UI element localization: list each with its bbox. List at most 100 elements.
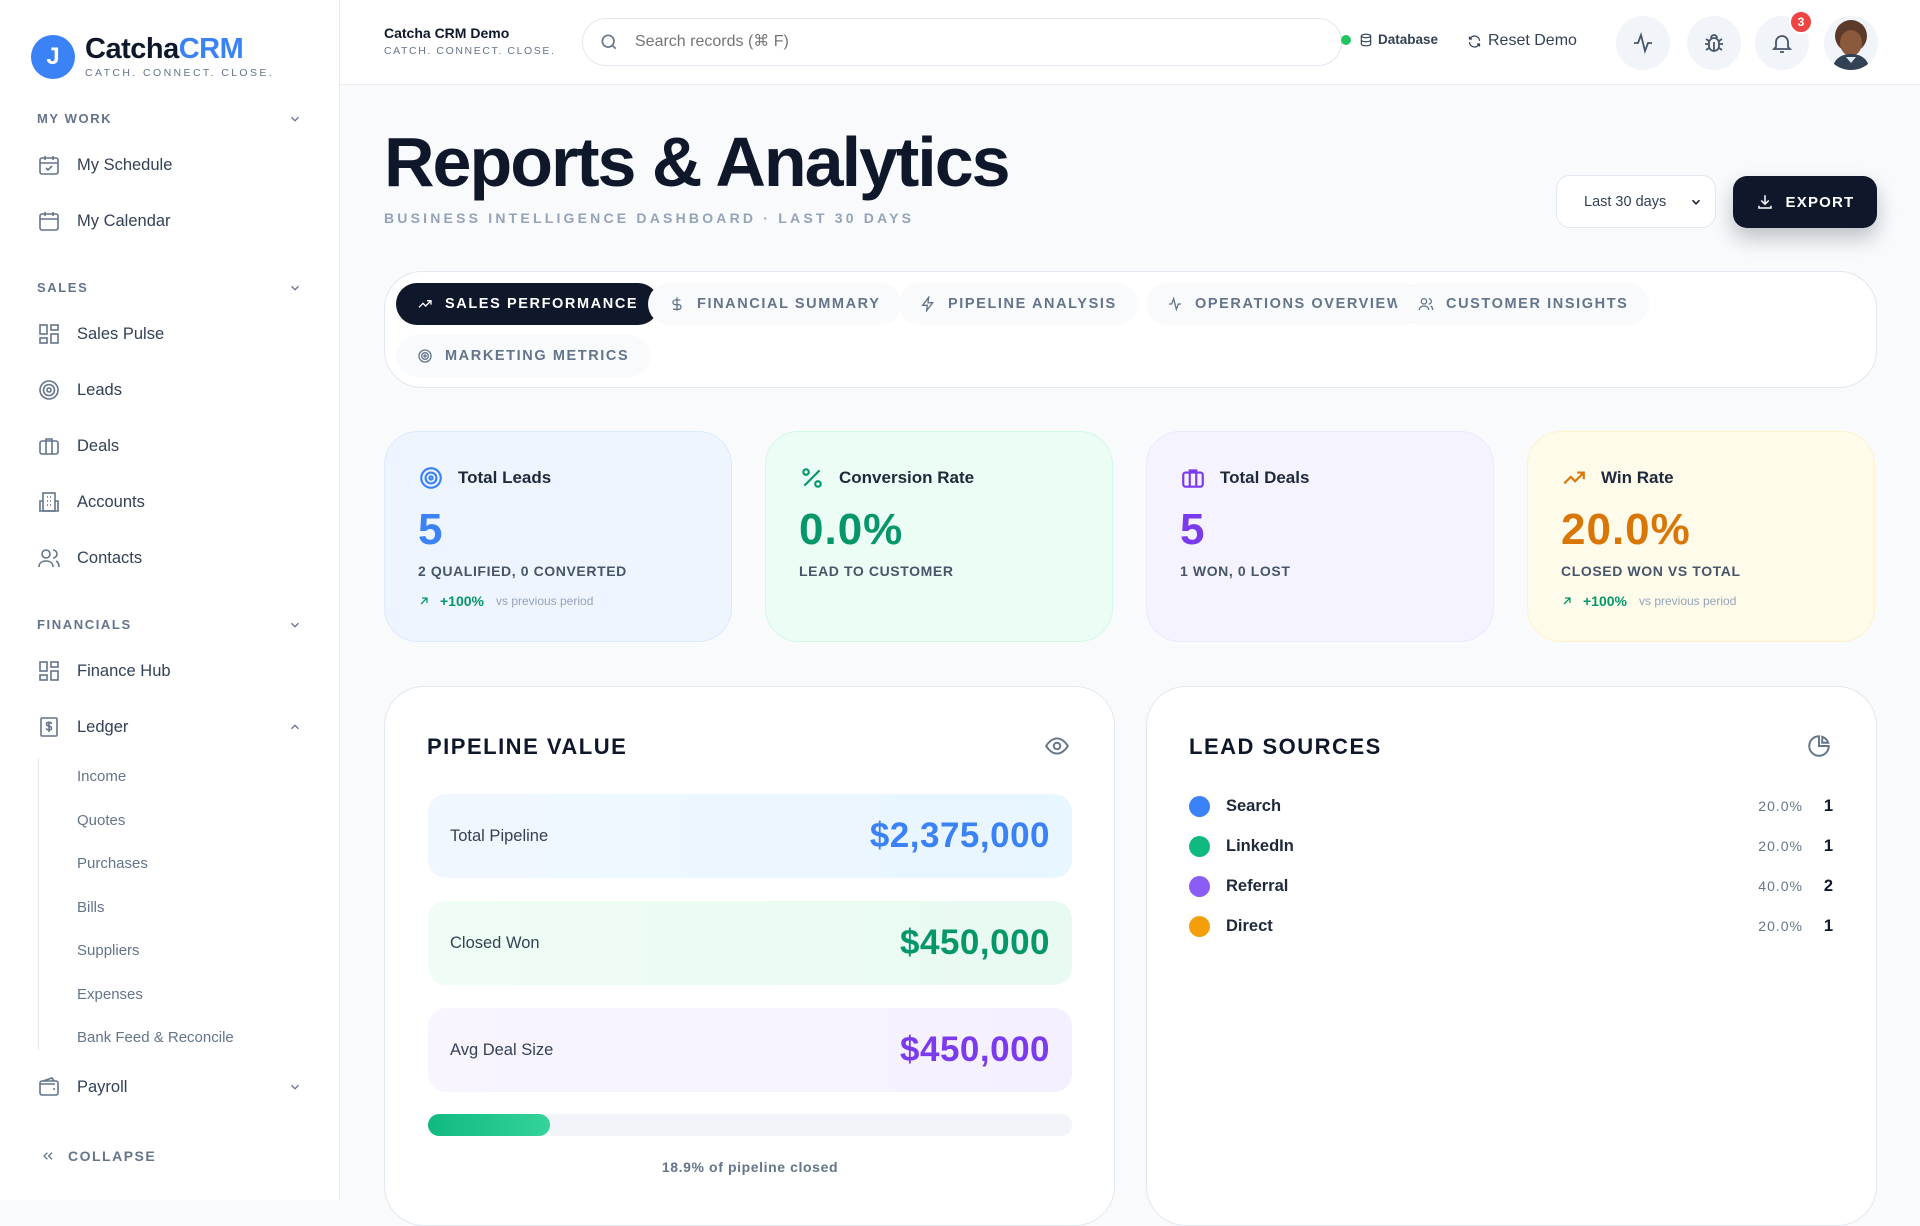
sidebar-subitem-expenses[interactable]: Expenses xyxy=(77,986,143,1003)
sidebar-item-label: Finance Hub xyxy=(77,661,171,680)
brand-tagline: CATCH. CONNECT. CLOSE. xyxy=(85,67,275,79)
lead-source-count: 1 xyxy=(1823,796,1833,815)
sidebar-subitem-bills[interactable]: Bills xyxy=(77,899,105,916)
tab-label: SALES PERFORMANCE xyxy=(445,296,639,312)
trending-up-icon xyxy=(1563,471,1585,485)
lead-source-count: 2 xyxy=(1823,876,1833,895)
kpi-card-win-rate[interactable]: Win Rate 20.0% CLOSED WON VS TOTAL +100%… xyxy=(1527,431,1875,642)
users-icon xyxy=(1418,298,1434,311)
sidebar-item-label: Leads xyxy=(77,380,122,399)
kpi-trend: +100% vs previous period xyxy=(418,593,698,609)
panel-title: LEAD SOURCES xyxy=(1189,734,1382,759)
kpi-card-conversion-rate[interactable]: Conversion Rate 0.0% LEAD TO CUSTOMER xyxy=(765,431,1113,642)
database-status[interactable]: Database xyxy=(1341,32,1438,47)
lead-source-percent: 40.0% xyxy=(1758,878,1803,894)
chevron-down-icon xyxy=(291,285,299,291)
sidebar-item-accounts[interactable]: Accounts xyxy=(37,482,302,522)
submenu-rail xyxy=(38,758,39,1050)
ledger-icon xyxy=(40,717,58,737)
sidebar-item-label: Deals xyxy=(77,436,120,455)
section-header-my-work[interactable]: MY WORK xyxy=(37,111,302,126)
tab-operations-overview[interactable]: OPERATIONS OVERVIEW xyxy=(1146,283,1424,325)
sidebar-item-sales-pulse[interactable]: Sales Pulse xyxy=(37,314,302,354)
legend-dot xyxy=(1189,835,1210,857)
sidebar-subitem-suppliers[interactable]: Suppliers xyxy=(77,942,140,959)
row-label: Avg Deal Size xyxy=(450,1040,554,1059)
lead-sources-panel: LEAD SOURCES Search 20.0% 1 LinkedIn 20.… xyxy=(1146,686,1877,1226)
search-input[interactable] xyxy=(635,33,1255,51)
debug-button[interactable] xyxy=(1687,16,1741,70)
logo-badge: J xyxy=(31,34,75,79)
kpi-card-total-deals[interactable]: Total Deals 5 1 WON, 0 LOST xyxy=(1146,431,1494,642)
reset-demo-button[interactable]: Reset Demo xyxy=(1467,32,1577,50)
sidebar-item-label: Payroll xyxy=(77,1077,128,1096)
legend-dot xyxy=(1189,915,1210,937)
bell-icon xyxy=(1771,35,1793,53)
eye-icon[interactable] xyxy=(1044,733,1070,759)
brand-name: CatchaCRM xyxy=(85,33,244,65)
status-dot xyxy=(1341,34,1351,45)
tab-financial-summary[interactable]: FINANCIAL SUMMARY xyxy=(648,283,902,325)
kpi-title: Conversion Rate xyxy=(839,468,975,487)
export-button[interactable]: EXPORT xyxy=(1733,176,1877,228)
sidebar-subitem-bank-feed[interactable]: Bank Feed & Reconcile xyxy=(77,1029,234,1046)
lead-source-percent: 20.0% xyxy=(1758,838,1803,854)
topbar: Catcha CRM Demo CATCH. CONNECT. CLOSE. D… xyxy=(341,0,1920,85)
tab-label: FINANCIAL SUMMARY xyxy=(697,296,881,312)
arrow-up-right-icon xyxy=(1563,597,1571,605)
sidebar-item-ledger[interactable]: Ledger xyxy=(37,707,302,747)
activity-button[interactable] xyxy=(1616,16,1670,70)
row-value: $2,375,000 xyxy=(869,816,1050,855)
pie-chart-icon[interactable] xyxy=(1806,733,1832,759)
chevron-down-icon xyxy=(291,116,299,122)
brand-logo[interactable]: J CatchaCRM CATCH. CONNECT. CLOSE. xyxy=(31,34,274,79)
org-switcher[interactable]: Catcha CRM Demo CATCH. CONNECT. CLOSE. xyxy=(384,25,556,57)
briefcase-icon xyxy=(39,438,59,455)
sidebar-subitem-income[interactable]: Income xyxy=(77,768,127,785)
sidebar-subitem-quotes[interactable]: Quotes xyxy=(77,812,126,829)
sidebar-item-payroll[interactable]: Payroll xyxy=(37,1067,302,1107)
row-value: $450,000 xyxy=(900,923,1050,962)
tab-label: MARKETING METRICS xyxy=(445,348,630,364)
sidebar: J CatchaCRM CATCH. CONNECT. CLOSE. MY WO… xyxy=(0,0,340,1200)
sidebar-item-finance-hub[interactable]: Finance Hub xyxy=(37,651,302,691)
search-icon xyxy=(601,34,617,50)
lead-source-name: Search xyxy=(1226,796,1282,815)
collapse-sidebar-button[interactable]: COLLAPSE xyxy=(40,1148,156,1164)
lead-source-row[interactable]: Search 20.0% 1 xyxy=(1189,791,1833,821)
page-subtitle: BUSINESS INTELLIGENCE DASHBOARD · LAST 3… xyxy=(384,210,915,226)
tab-pipeline-analysis[interactable]: PIPELINE ANALYSIS xyxy=(899,283,1138,325)
lead-source-count: 1 xyxy=(1823,916,1833,935)
kpi-subtext: LEAD TO CUSTOMER xyxy=(799,563,954,579)
tab-customer-insights[interactable]: CUSTOMER INSIGHTS xyxy=(1397,283,1650,325)
tab-marketing-metrics[interactable]: MARKETING METRICS xyxy=(396,335,651,377)
sidebar-item-contacts[interactable]: Contacts xyxy=(37,538,302,578)
chevron-up-icon xyxy=(291,724,299,730)
user-avatar[interactable] xyxy=(1824,16,1878,70)
lead-source-row[interactable]: LinkedIn 20.0% 1 xyxy=(1189,831,1833,861)
kpi-value: 5 xyxy=(418,505,444,554)
sidebar-item-my-schedule[interactable]: My Schedule xyxy=(37,145,302,185)
kpi-title: Win Rate xyxy=(1601,468,1674,487)
lead-source-row[interactable]: Direct 20.0% 1 xyxy=(1189,911,1833,941)
download-icon xyxy=(1757,195,1772,209)
date-range-select[interactable]: Last 30 days xyxy=(1556,175,1716,228)
lead-source-row[interactable]: Referral 40.0% 2 xyxy=(1189,871,1833,901)
search-bar[interactable] xyxy=(582,18,1342,66)
section-header-financials[interactable]: FINANCIALS xyxy=(37,617,302,632)
lead-source-count: 1 xyxy=(1823,836,1833,855)
kpi-card-total-leads[interactable]: Total Leads 5 2 QUALIFIED, 0 CONVERTED +… xyxy=(384,431,732,642)
row-label: Closed Won xyxy=(450,933,540,952)
pipeline-row-closed-won: Closed Won $450,000 xyxy=(428,901,1072,985)
tab-sales-performance[interactable]: SALES PERFORMANCE xyxy=(396,283,660,325)
sidebar-item-deals[interactable]: Deals xyxy=(37,426,302,466)
date-range-value: Last 30 days xyxy=(1584,193,1667,210)
kpi-title: Total Deals xyxy=(1220,468,1310,487)
notifications-button[interactable]: 3 xyxy=(1755,10,1813,70)
target-icon xyxy=(39,380,59,400)
sidebar-item-my-calendar[interactable]: My Calendar xyxy=(37,201,302,241)
chevron-down-icon xyxy=(1691,199,1701,205)
section-header-sales[interactable]: SALES xyxy=(37,280,302,295)
sidebar-subitem-purchases[interactable]: Purchases xyxy=(77,855,148,872)
sidebar-item-leads[interactable]: Leads xyxy=(37,370,302,410)
